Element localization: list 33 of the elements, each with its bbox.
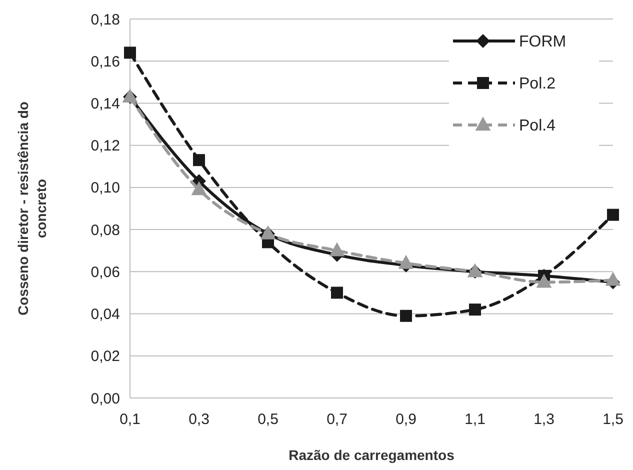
x-tick-label: 0,7	[326, 411, 348, 428]
y-tick-label: 0,16	[90, 53, 120, 70]
point	[605, 272, 621, 286]
point	[536, 274, 552, 288]
legend-label: FORM	[519, 34, 566, 51]
y-tick-label: 0,04	[90, 306, 120, 324]
y-tick-label: 0,02	[90, 348, 120, 366]
x-tick-label: 0,3	[188, 411, 210, 428]
y-tick-label: 0,12	[90, 138, 120, 155]
point	[469, 304, 481, 316]
point	[124, 46, 136, 59]
point	[607, 208, 619, 221]
x-tick-label: 1,1	[464, 411, 486, 428]
y-tick-label: 0,14	[90, 95, 120, 112]
y-tick-label: 0,06	[90, 264, 120, 281]
y-tick-label: 0,18	[90, 11, 120, 28]
x-tick-label: 1,3	[534, 411, 554, 428]
point	[191, 181, 207, 196]
y-tick-label: 0,08	[90, 222, 120, 239]
legend-label: Pol.2	[519, 76, 556, 93]
legend-label: Pol.4	[519, 118, 556, 135]
x-axis-title: Razão de carregamentos	[288, 447, 455, 463]
point	[329, 242, 345, 256]
x-tick-label: 0,9	[396, 411, 416, 428]
x-tick-label: 0,5	[258, 411, 278, 428]
x-tick-label: 0,1	[120, 411, 140, 428]
x-tick-label: 1,5	[602, 411, 624, 428]
point	[193, 154, 205, 166]
point	[400, 310, 412, 322]
y-tick-label: 0,00	[90, 390, 120, 408]
y-tick-label: 0,10	[90, 180, 120, 197]
point	[331, 286, 343, 299]
y-axis-title: Cosseno diretor - resistência do concreto	[15, 102, 50, 316]
